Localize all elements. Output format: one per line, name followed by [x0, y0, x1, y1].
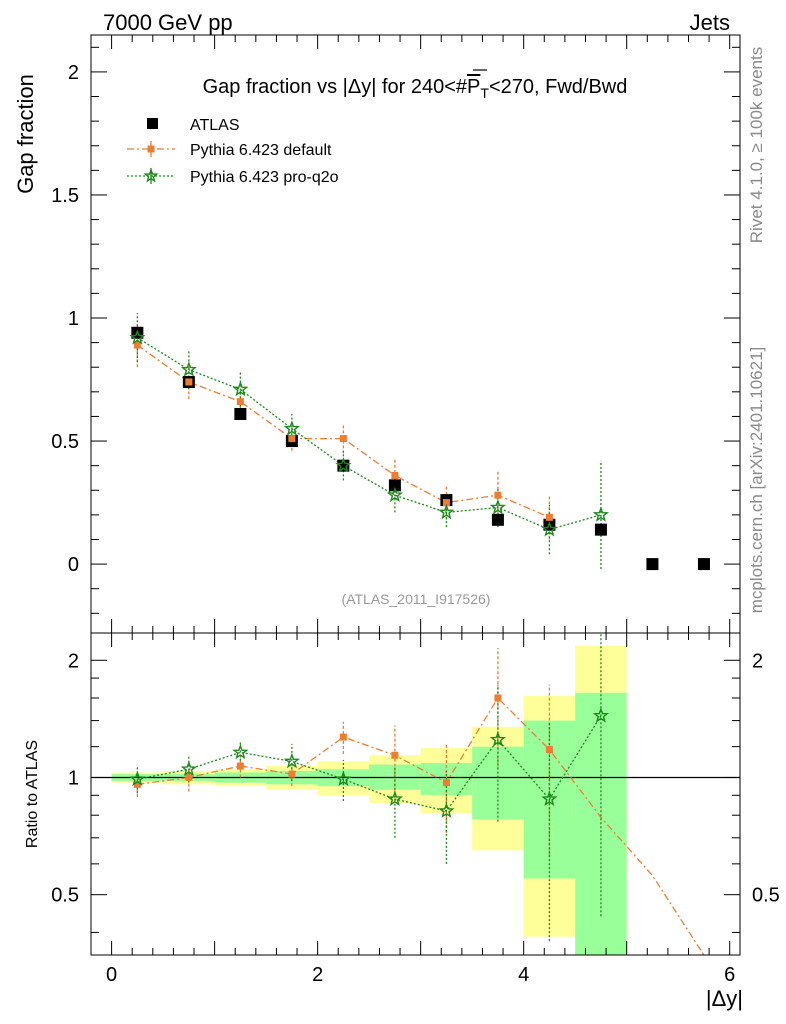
- legend-default-marker: [147, 145, 155, 153]
- main-ytick-label: 2: [68, 62, 79, 84]
- ratio-q2o-point: [232, 743, 249, 760]
- ratio-default-point: [494, 694, 502, 702]
- ratio-q2o-point: [335, 770, 352, 787]
- ratio-ytick-label: 2: [68, 650, 79, 672]
- ratio-q2o-point: [541, 790, 558, 807]
- default-point: [133, 341, 141, 349]
- header-energy-label: 7000 GeV pp: [103, 10, 233, 35]
- xtick-label: 4: [518, 964, 529, 986]
- main-title: Gap fraction vs |Δy| for 240<#PT<270, Fw…: [203, 76, 628, 101]
- legend-q2o-marker: [143, 168, 159, 183]
- main-ytick-label: 1.5: [51, 185, 79, 207]
- q2o-point: [541, 521, 558, 537]
- main-ytick-label: 0.5: [51, 431, 79, 453]
- ratio-q2o-point: [180, 760, 197, 777]
- atlas-point: [646, 558, 659, 571]
- header-jets-label: Jets: [690, 10, 730, 35]
- main-ytick-label: 1: [68, 308, 79, 330]
- ratio-q2o-point: [592, 707, 609, 723]
- q2o-point: [592, 506, 610, 522]
- main-ytick-label: 0: [68, 554, 79, 576]
- ratio-default-line: [137, 696, 705, 955]
- ratio-default-point: [133, 780, 141, 788]
- default-point: [545, 513, 553, 521]
- default-point: [494, 491, 502, 499]
- ratio-q2o-point: [438, 802, 455, 818]
- legend-entry-label: Pythia 6.423 pro-q2o: [190, 169, 339, 186]
- main-frame: [90, 34, 741, 634]
- ratio-default-point: [545, 745, 553, 753]
- ratio-ytick-label-right: 2: [752, 650, 763, 672]
- q2o-point: [232, 380, 249, 397]
- q2o-point: [180, 361, 197, 377]
- ratio-default-point: [391, 751, 399, 759]
- main-ylabel: Gap fraction: [13, 74, 38, 194]
- watermark-label: (ATLAS_2011_I917526): [342, 591, 491, 607]
- q2o-point: [283, 420, 300, 436]
- xaxis-label: |Δy|: [706, 986, 743, 1011]
- ratio-ytick-label-right: 0.5: [752, 885, 780, 907]
- legend-atlas-marker: [147, 118, 158, 129]
- legend-entry-label: Pythia 6.423 default: [190, 142, 332, 159]
- ratio-ytick-label: 1: [68, 767, 79, 789]
- ratio-default-point: [339, 733, 347, 741]
- atlas-point: [491, 513, 504, 526]
- q2o-point: [489, 498, 507, 515]
- main-panel: 0 0.5 1 1.5 2 Gap fraction Gap fraction vs |Δy…: [13, 34, 741, 634]
- ratio-ylabel: Ratio to ATLAS: [24, 740, 41, 848]
- series-q2o-line: [137, 337, 602, 531]
- q2o-point: [129, 329, 146, 345]
- atlas-point: [594, 523, 607, 536]
- ratio-default-point: [185, 773, 193, 781]
- ratio-q2o-point: [129, 770, 146, 787]
- xtick-label: 6: [724, 964, 735, 986]
- default-point: [288, 435, 296, 443]
- default-point: [236, 398, 244, 406]
- ratio-plot-area: [91, 633, 740, 955]
- ratio-q2o-point: [283, 752, 301, 769]
- atlas-point: [697, 558, 710, 571]
- side-label-mcplots: mcplots.cern.ch [arXiv:2401.10621]: [747, 347, 766, 613]
- q2o-point: [386, 486, 404, 503]
- legend-entry-label: ATLAS: [190, 117, 240, 134]
- ratio-default-point: [288, 770, 296, 778]
- default-point: [185, 378, 193, 386]
- ratio-q2o-line: [137, 715, 602, 812]
- ratio-q2o-point: [386, 790, 404, 807]
- ratio-panel: 0.5 1 2 0.5 2 0 2 4 6 Ratio to ATLAS |Δy|: [24, 632, 780, 1011]
- ratio-frame: [90, 632, 741, 956]
- default-point: [442, 499, 450, 507]
- xtick-label: 0: [106, 964, 117, 986]
- default-point: [339, 435, 347, 443]
- side-label-rivet: Rivet 4.1.0, ≥ 100k events: [747, 47, 766, 243]
- xtick-label: 2: [312, 964, 323, 986]
- atlas-point: [388, 479, 401, 492]
- series-default-line: [137, 344, 550, 518]
- default-point: [391, 472, 399, 480]
- ratio-q2o-point: [489, 731, 506, 747]
- atlas-point: [234, 407, 247, 420]
- ratio-default-point: [236, 762, 244, 770]
- q2o-point: [438, 503, 455, 520]
- ratio-default-point: [442, 779, 450, 787]
- ratio-ytick-label: 0.5: [51, 885, 79, 907]
- q2o-point: [335, 457, 352, 473]
